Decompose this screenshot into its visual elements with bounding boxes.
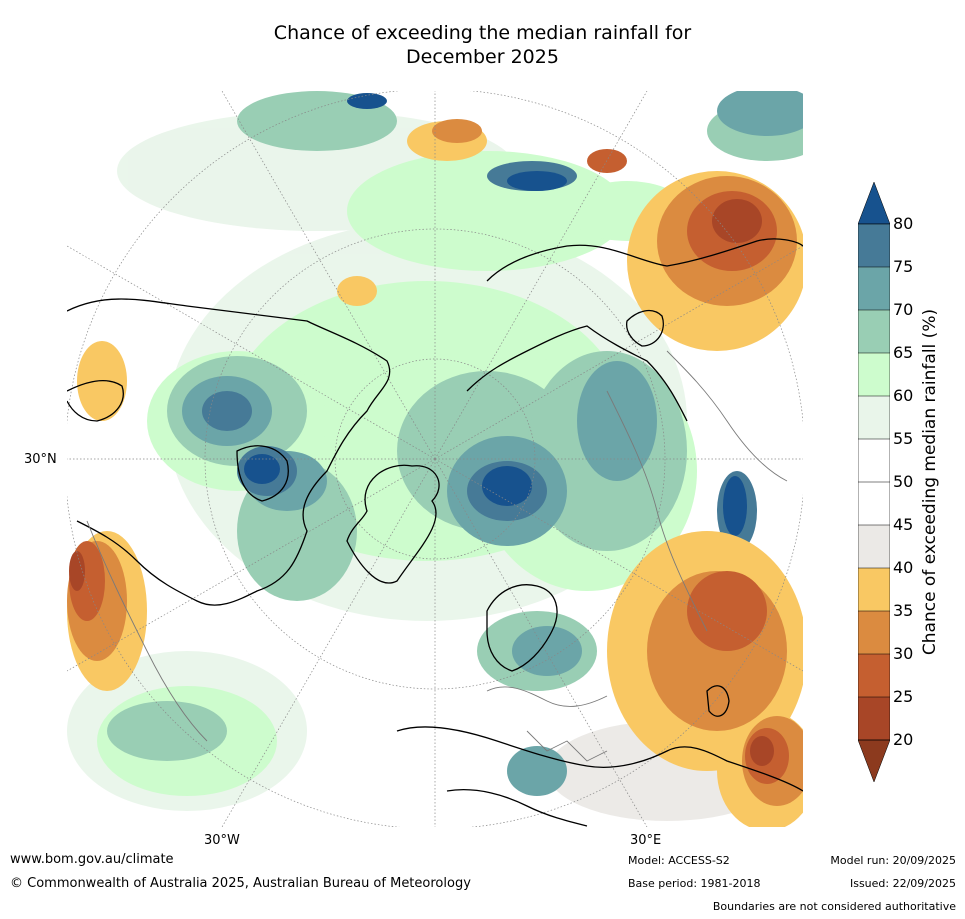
colorbar-lt-20 [858,739,890,782]
colorbar-25-30 [858,654,890,697]
colorbar-65-70 [858,310,890,353]
title-line-1: Chance of exceeding the median rainfall … [273,22,692,44]
colorbar-tick-35: 35 [893,601,914,620]
footer-issued: Issued: 22/09/2025 [849,877,956,890]
footer-model-run: Model run: 20/09/2025 [830,854,956,867]
colorbar-60-65 [858,353,890,396]
lat-label-30n: 30°N [24,452,57,467]
field-20-25 [69,199,774,766]
colorbar-tick-20: 20 [893,730,914,749]
field-gt-80 [244,93,747,536]
coastlines [67,238,803,827]
colorbar-gt-80 [858,182,890,225]
lon-label-30e: 30°E [630,833,662,848]
lon-label-30w: 30°W [204,833,240,848]
colorbar-tick-70: 70 [893,300,914,319]
polar-rainfall-map [67,91,803,827]
colorbar-tick-50: 50 [893,472,914,491]
colorbar-50-55 [858,439,890,482]
colorbar-30-35 [858,611,890,654]
colorbar-45-50 [858,482,890,525]
colorbar-tick-30: 30 [893,644,914,663]
footer-copyright: © Commonwealth of Australia 2025, Austra… [10,876,471,891]
colorbar-tick-45: 45 [893,515,914,534]
colorbar [858,182,890,782]
colorbar-55-60 [858,396,890,439]
colorbar-tick-80: 80 [893,214,914,233]
colorbar-70-75 [858,267,890,310]
footer-base-period: Base period: 1981-2018 [628,877,761,890]
footer-model: Model: ACCESS-S2 [628,854,730,867]
footer-url[interactable]: www.bom.gov.au/climate [10,852,174,867]
colorbar-tick-75: 75 [893,257,914,276]
title-line-2: December 2025 [406,46,559,68]
colorbar-75-80 [858,224,890,267]
colorbar-title: Chance of exceeding median rainfall (%) [920,308,940,656]
graticule [67,91,803,827]
map-canvas [67,91,803,827]
colorbar-tick-25: 25 [893,687,914,706]
country-borders [86,350,788,762]
colorbar-tick-55: 55 [893,429,914,448]
footer-disclaimer: Boundaries are not considered authoritat… [712,900,956,913]
colorbar-tick-40: 40 [893,558,914,577]
colorbar-tick-60: 60 [893,386,914,405]
colorbar-40-45 [858,525,890,568]
chart-title: Chance of exceeding the median rainfall … [0,21,965,69]
colorbar-tick-65: 65 [893,343,914,362]
colorbar-35-40 [858,568,890,611]
colorbar-20-25 [858,697,890,740]
